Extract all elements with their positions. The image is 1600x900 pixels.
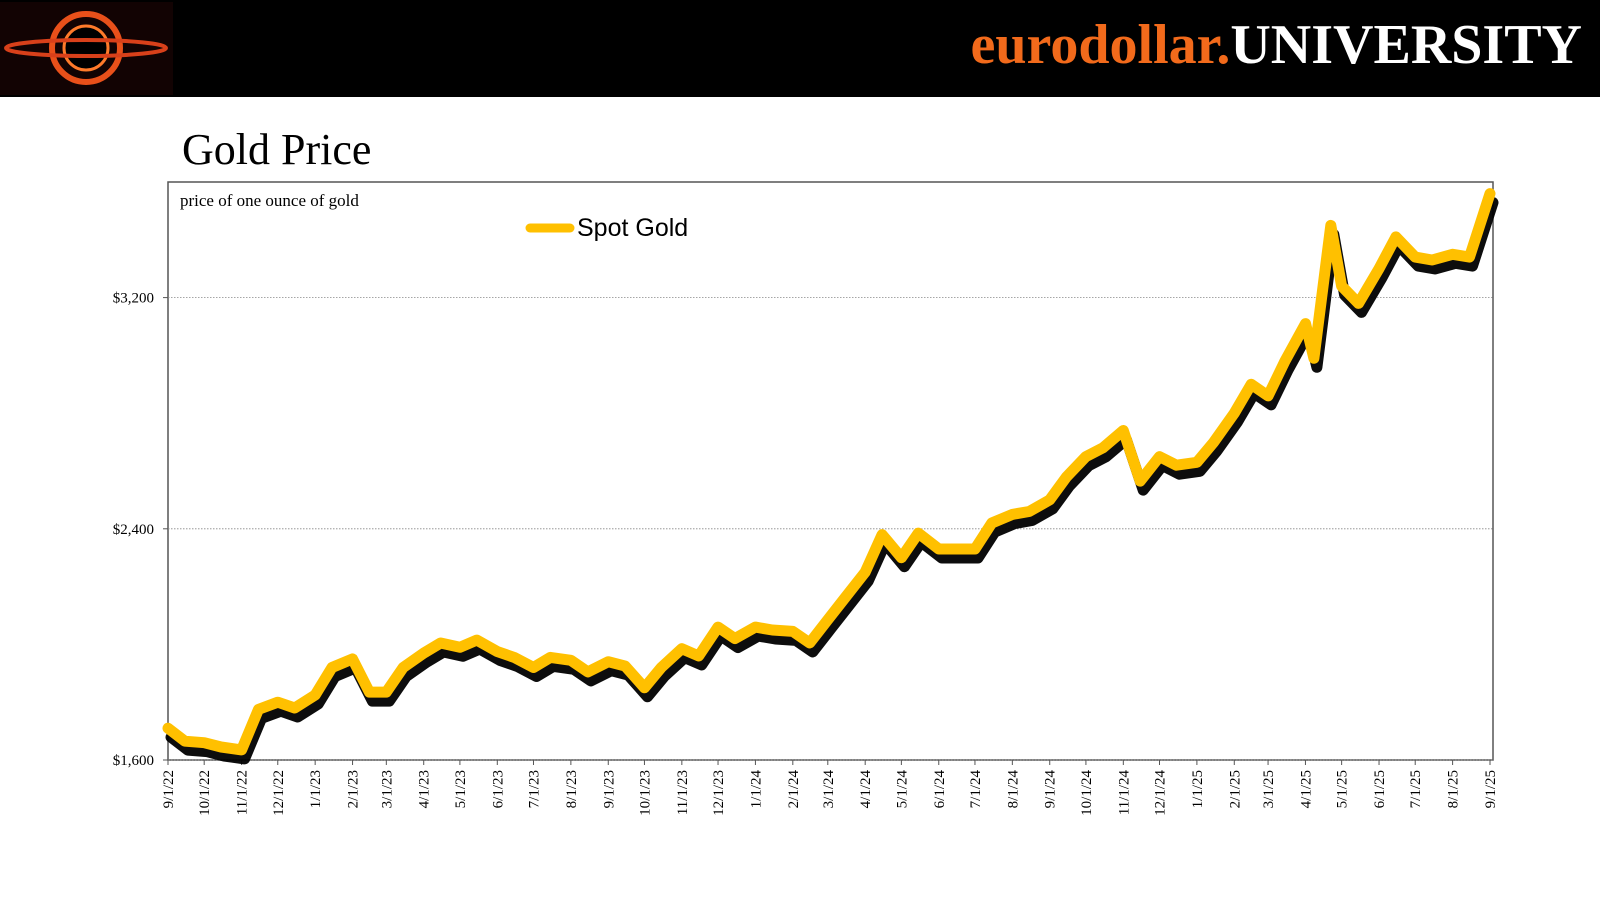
x-tick-label: 12/1/24 [1153, 770, 1169, 816]
x-tick-label: 3/1/25 [1261, 770, 1277, 808]
x-tick-label: 1/1/23 [308, 770, 324, 808]
x-tick-label: 3/1/24 [821, 770, 837, 809]
x-tick-label: 6/1/23 [490, 770, 506, 808]
x-tick-label: 1/1/24 [748, 770, 764, 809]
x-tick-label: 9/1/24 [1043, 770, 1059, 809]
x-tick-label: 6/1/25 [1372, 770, 1388, 808]
legend: Spot Gold [525, 214, 688, 242]
x-tick-label: 7/1/23 [526, 770, 542, 808]
chart-subtitle: price of one ounce of gold [180, 191, 359, 210]
brand: eurodollar.UNIVERSITY [971, 14, 1582, 76]
x-tick-label: 10/1/24 [1079, 770, 1095, 816]
x-tick-label: 4/1/24 [858, 770, 874, 809]
x-tick-label: 1/1/25 [1190, 770, 1206, 808]
x-tick-label: 6/1/24 [932, 770, 948, 809]
x-tick-label: 7/1/25 [1408, 770, 1424, 808]
line [162, 188, 1496, 756]
x-tick-label: 9/1/23 [601, 770, 617, 808]
legend-label: Spot Gold [577, 214, 688, 242]
header-bar [0, 0, 1600, 97]
x-tick-label: 5/1/24 [894, 770, 910, 809]
x-tick-label: 12/1/22 [271, 770, 287, 816]
x-tick-label: 8/1/24 [1005, 770, 1021, 809]
logo [0, 2, 173, 95]
x-tick-label: 2/1/23 [346, 770, 362, 808]
x-tick-label: 7/1/24 [968, 770, 984, 809]
chart-title: Gold Price [182, 125, 371, 174]
line-shadow [165, 197, 1499, 765]
x-tick-label: 4/1/23 [417, 770, 433, 808]
brand-part1: eurodollar. [971, 14, 1231, 76]
brand-part2: UNIVERSITY [1230, 14, 1582, 76]
y-tick-label: $2,400 [113, 522, 154, 538]
x-tick-label: 9/1/25 [1483, 770, 1499, 808]
y-tick-label: $3,200 [113, 291, 154, 307]
x-tick-label: 2/1/25 [1227, 770, 1243, 808]
x-tick-label: 5/1/25 [1335, 770, 1351, 808]
x-tick-label: 8/1/25 [1446, 770, 1462, 808]
x-tick-label: 11/1/22 [235, 770, 251, 815]
x-tick-label: 2/1/24 [786, 770, 802, 809]
x-tick-label: 11/1/23 [675, 770, 691, 815]
x-tick-label: 11/1/24 [1116, 770, 1132, 816]
x-tick-label: 5/1/23 [453, 770, 469, 808]
y-tick-label: $1,600 [113, 753, 154, 769]
x-tick-label: 10/1/22 [197, 770, 213, 816]
plot-frame [167, 181, 1494, 761]
x-tick-label: 10/1/23 [637, 770, 653, 816]
x-tick-label: 9/1/22 [161, 770, 177, 808]
x-tick-label: 3/1/23 [379, 770, 395, 808]
x-tick-label: 8/1/23 [564, 770, 580, 808]
x-tick-label: 12/1/23 [711, 770, 727, 816]
x-tick-label: 4/1/25 [1298, 770, 1314, 808]
